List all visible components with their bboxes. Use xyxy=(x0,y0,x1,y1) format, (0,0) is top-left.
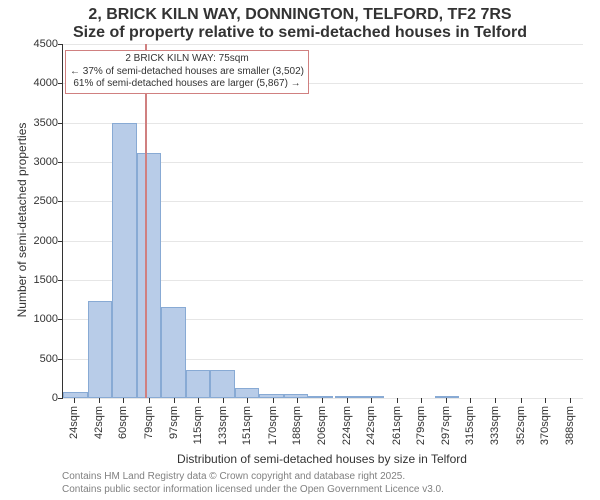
histogram-bar xyxy=(360,396,385,398)
x-tick-label: 279sqm xyxy=(415,406,427,445)
x-tick-label: 188sqm xyxy=(291,406,303,445)
y-tick-mark xyxy=(58,123,63,124)
x-tick-mark xyxy=(198,398,199,403)
x-tick-mark xyxy=(149,398,150,403)
histogram-bar xyxy=(137,153,162,398)
histogram-bar xyxy=(235,388,260,398)
footer-line-1: Contains HM Land Registry data © Crown c… xyxy=(62,470,444,483)
reference-line xyxy=(145,44,147,398)
y-tick-mark xyxy=(58,83,63,84)
histogram-bar xyxy=(112,123,137,398)
x-tick-mark xyxy=(273,398,274,403)
y-tick-label: 2500 xyxy=(0,195,58,207)
x-tick-label: 97sqm xyxy=(168,406,180,439)
y-tick-label: 500 xyxy=(0,353,58,365)
gridline-h xyxy=(63,44,583,45)
histogram-bar xyxy=(259,394,284,398)
y-axis-label: Number of semi-detached properties xyxy=(15,43,29,397)
annotation-box: 2 BRICK KILN WAY: 75sqm← 37% of semi-det… xyxy=(65,50,309,94)
x-tick-mark xyxy=(247,398,248,403)
gridline-h xyxy=(63,398,583,399)
histogram-bar xyxy=(284,394,309,398)
x-tick-mark xyxy=(322,398,323,403)
y-tick-label: 3500 xyxy=(0,117,58,129)
y-tick-mark xyxy=(58,359,63,360)
annotation-line: 2 BRICK KILN WAY: 75sqm xyxy=(70,53,304,66)
x-tick-label: 60sqm xyxy=(117,406,129,439)
x-tick-mark xyxy=(545,398,546,403)
y-tick-mark xyxy=(58,280,63,281)
y-tick-label: 4500 xyxy=(0,38,58,50)
x-tick-mark xyxy=(495,398,496,403)
y-tick-label: 2000 xyxy=(0,235,58,247)
x-tick-mark xyxy=(470,398,471,403)
x-tick-label: 224sqm xyxy=(341,406,353,445)
histogram-bar xyxy=(435,396,460,398)
y-tick-mark xyxy=(58,398,63,399)
x-axis-label: Distribution of semi-detached houses by … xyxy=(62,452,582,466)
y-tick-mark xyxy=(58,319,63,320)
x-tick-label: 242sqm xyxy=(365,406,377,445)
y-tick-mark xyxy=(58,44,63,45)
x-tick-label: 115sqm xyxy=(192,406,204,444)
x-tick-label: 261sqm xyxy=(391,406,403,445)
x-tick-label: 352sqm xyxy=(515,406,527,445)
histogram-bar xyxy=(308,396,333,398)
y-tick-label: 1500 xyxy=(0,274,58,286)
chart-title: 2, BRICK KILN WAY, DONNINGTON, TELFORD, … xyxy=(0,0,600,42)
y-tick-label: 4000 xyxy=(0,77,58,89)
histogram-bar xyxy=(161,307,186,398)
x-tick-mark xyxy=(99,398,100,403)
x-tick-mark xyxy=(521,398,522,403)
x-tick-label: 315sqm xyxy=(464,406,476,445)
x-tick-mark xyxy=(570,398,571,403)
attribution-footer: Contains HM Land Registry data © Crown c… xyxy=(62,470,444,496)
histogram-bar xyxy=(335,396,360,398)
x-tick-mark xyxy=(174,398,175,403)
histogram-bar xyxy=(88,301,113,398)
plot-area: 2 BRICK KILN WAY: 75sqm← 37% of semi-det… xyxy=(62,44,583,399)
x-tick-label: 388sqm xyxy=(564,406,576,445)
y-tick-mark xyxy=(58,241,63,242)
x-tick-mark xyxy=(123,398,124,403)
chart-container: 2, BRICK KILN WAY, DONNINGTON, TELFORD, … xyxy=(0,0,600,500)
histogram-bar xyxy=(63,392,88,398)
x-tick-label: 370sqm xyxy=(539,406,551,445)
x-tick-label: 170sqm xyxy=(267,406,279,445)
y-tick-mark xyxy=(58,162,63,163)
footer-line-2: Contains public sector information licen… xyxy=(62,483,444,496)
x-tick-mark xyxy=(74,398,75,403)
title-line-2: Size of property relative to semi-detach… xyxy=(0,24,600,42)
x-tick-label: 151sqm xyxy=(241,406,253,445)
y-tick-label: 3000 xyxy=(0,156,58,168)
gridline-h xyxy=(63,123,583,124)
x-tick-mark xyxy=(297,398,298,403)
title-line-1: 2, BRICK KILN WAY, DONNINGTON, TELFORD, … xyxy=(0,6,600,24)
x-tick-label: 297sqm xyxy=(440,406,452,445)
x-tick-label: 24sqm xyxy=(68,406,80,439)
y-tick-mark xyxy=(58,201,63,202)
x-tick-mark xyxy=(397,398,398,403)
x-tick-mark xyxy=(421,398,422,403)
y-tick-label: 0 xyxy=(0,392,58,404)
x-tick-mark xyxy=(371,398,372,403)
histogram-bar xyxy=(186,370,211,398)
annotation-line: ← 37% of semi-detached houses are smalle… xyxy=(70,66,304,79)
y-tick-label: 1000 xyxy=(0,313,58,325)
x-tick-mark xyxy=(446,398,447,403)
x-tick-label: 206sqm xyxy=(316,406,328,445)
histogram-bar xyxy=(210,370,235,398)
annotation-line: 61% of semi-detached houses are larger (… xyxy=(70,78,304,91)
x-tick-label: 333sqm xyxy=(489,406,501,445)
x-tick-label: 42sqm xyxy=(93,406,105,439)
x-tick-label: 79sqm xyxy=(143,406,155,439)
x-tick-label: 133sqm xyxy=(217,406,229,445)
x-tick-mark xyxy=(223,398,224,403)
x-tick-mark xyxy=(347,398,348,403)
